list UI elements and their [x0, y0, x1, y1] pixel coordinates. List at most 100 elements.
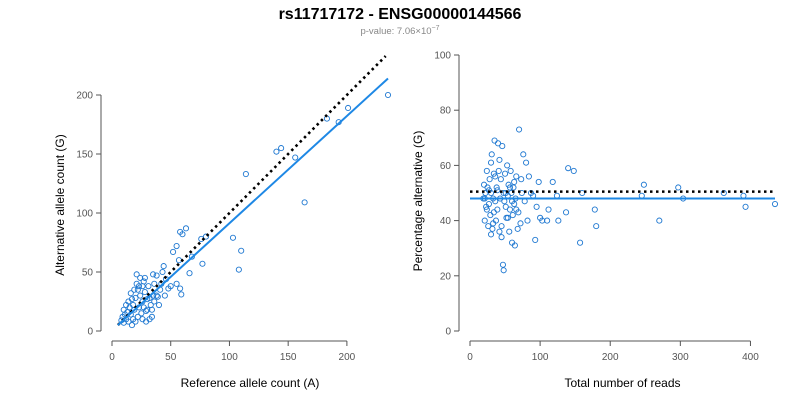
left-data-point — [127, 290, 134, 297]
right-data-point — [493, 184, 500, 191]
right-data-point — [494, 187, 501, 194]
right-data-point — [500, 189, 507, 197]
left-data-point — [120, 306, 127, 313]
right-data-point — [499, 261, 507, 268]
right-panel-percentage: 0 100 200 300 400 0 20 40 60 80 100 Total number of… — [411, 51, 779, 390]
left-data-point — [137, 292, 144, 299]
right-y-axis-title: Percentage alternative (G) — [411, 131, 425, 272]
right-data-point — [675, 184, 682, 191]
left-data-point — [161, 292, 168, 299]
right-data-point — [486, 176, 493, 183]
left-data-point — [141, 274, 148, 281]
right-data-point — [591, 206, 598, 213]
left-data-point — [238, 247, 245, 254]
right-data-point — [513, 173, 520, 180]
right-data-point — [496, 156, 503, 163]
right-data-point — [487, 231, 495, 238]
right-x-tick-label: 200 — [602, 352, 619, 363]
right-data-point — [502, 189, 509, 197]
right-y-tick-label: 0 — [445, 327, 451, 338]
left-data-point — [242, 171, 249, 178]
left-data-point — [177, 228, 184, 235]
right-data-point — [516, 126, 523, 133]
right-data-point — [490, 170, 497, 177]
right-data-point — [549, 178, 556, 186]
right-data-point — [506, 184, 514, 191]
right-data-point — [565, 165, 572, 172]
right-data-point — [563, 209, 570, 216]
left-data-point — [131, 286, 138, 293]
right-data-point — [570, 167, 577, 174]
right-data-point — [656, 217, 663, 224]
left-data-point — [159, 268, 166, 276]
right-data-point — [520, 151, 527, 158]
right-y-tick-label: 20 — [440, 271, 452, 282]
right-data-point — [544, 217, 551, 224]
right-data-point — [502, 203, 509, 210]
right-data-point — [545, 206, 552, 213]
left-data-point — [135, 283, 143, 290]
right-data-point — [497, 176, 504, 183]
right-data-point — [506, 206, 514, 213]
left-x-tick-label: 0 — [109, 352, 115, 363]
left-y-tick-label: 50 — [82, 268, 94, 279]
left-data-point — [384, 91, 392, 99]
right-data-point — [523, 159, 530, 166]
right-data-point — [532, 236, 539, 243]
right-data-point — [498, 234, 505, 241]
left-y-tick-label: 0 — [87, 327, 93, 338]
right-data-point — [499, 143, 506, 150]
left-data-point — [133, 271, 140, 278]
right-data-point — [491, 137, 498, 144]
right-data-point — [496, 228, 503, 235]
left-reference-line — [116, 55, 387, 327]
right-data-point — [555, 217, 562, 224]
left-x-tick-label: 200 — [339, 352, 356, 363]
left-data-point — [141, 289, 148, 296]
right-data-point — [771, 200, 779, 208]
right-data-point — [502, 170, 509, 177]
right-data-point — [485, 223, 492, 230]
left-data-point — [138, 310, 145, 317]
left-y-tick-label: 150 — [76, 150, 93, 161]
right-data-point — [483, 203, 490, 210]
right-data-point — [488, 151, 495, 158]
left-x-tick-label: 150 — [280, 352, 297, 363]
right-y-tick-label: 100 — [434, 51, 451, 62]
left-data-point — [186, 270, 193, 277]
left-data-point — [139, 283, 146, 290]
right-data-point — [504, 162, 511, 169]
right-x-tick-label: 400 — [742, 352, 759, 363]
right-data-point — [511, 178, 518, 186]
left-data-point — [132, 294, 139, 302]
left-data-point — [199, 260, 206, 267]
left-data-point — [123, 301, 130, 309]
left-data-point — [153, 292, 160, 299]
right-x-tick-label: 0 — [467, 352, 473, 363]
left-data-point — [177, 285, 184, 292]
left-data-point — [151, 298, 158, 305]
right-data-point — [494, 140, 502, 147]
left-data-point — [137, 274, 144, 281]
left-data-point — [278, 145, 285, 152]
right-data-point — [509, 212, 516, 219]
chart-title: rs11717172 - ENSG00000144566 — [278, 6, 522, 23]
right-data-point — [495, 167, 502, 174]
right-data-point — [640, 181, 647, 188]
left-y-tick-label: 100 — [76, 209, 93, 220]
left-y-axis-title: Alternative allele count (G) — [53, 134, 67, 275]
right-data-point — [487, 159, 495, 166]
left-x-tick-label: 50 — [165, 352, 177, 363]
left-data-point — [148, 313, 155, 320]
right-x-axis-title: Total number of reads — [564, 376, 680, 390]
left-data-point — [273, 148, 280, 155]
left-data-point — [170, 248, 177, 255]
right-y-tick-label: 80 — [440, 106, 452, 117]
left-fit-line — [117, 77, 389, 326]
right-y-tick-label: 60 — [440, 161, 452, 172]
left-panel-allele-counts: 0 50 100 150 200 0 50 100 150 200 Reference allele… — [53, 55, 392, 390]
right-data-point — [481, 217, 488, 224]
right-data-point — [537, 214, 544, 221]
left-data-point — [148, 306, 155, 313]
